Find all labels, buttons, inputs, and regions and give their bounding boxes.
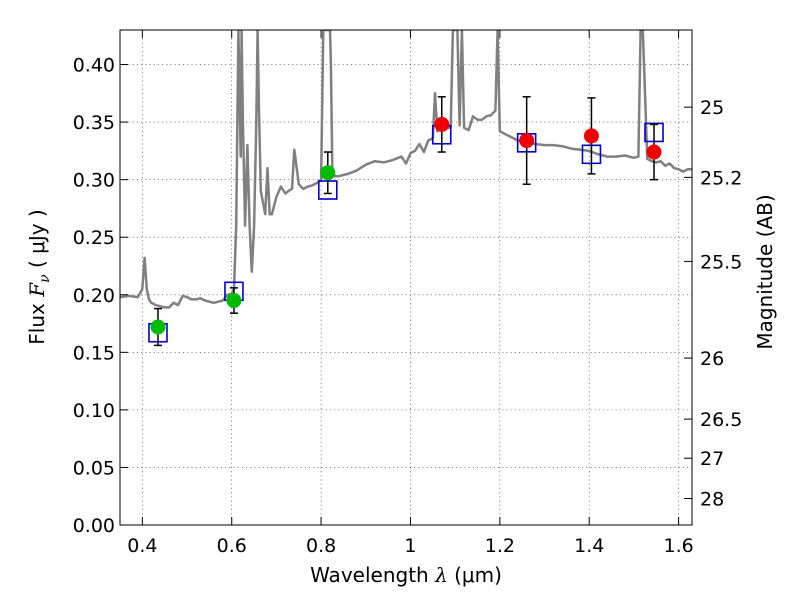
x-tick-label: 1.6 xyxy=(663,535,693,557)
y-tick-label: 0.35 xyxy=(73,112,115,134)
y2-tick-label: 28 xyxy=(700,489,724,511)
observed-point xyxy=(583,128,599,144)
y-tick-label: 0.10 xyxy=(73,400,115,422)
x-axis-label: Wavelength λ (μm) xyxy=(310,563,502,587)
y-tick-label: 0.05 xyxy=(73,457,115,479)
y-tick-label: 0.25 xyxy=(73,227,115,249)
y2-tick-label: 27 xyxy=(700,448,724,470)
marker-layer xyxy=(148,96,664,347)
plot-frame xyxy=(119,29,693,526)
x-tick-label: 0.4 xyxy=(127,535,157,557)
x-tick-label: 1.4 xyxy=(574,535,604,557)
y-tick-label: 0.20 xyxy=(73,285,115,307)
x-tick-label: 0.6 xyxy=(217,535,247,557)
y-tick-label: 0.00 xyxy=(73,515,115,537)
observed-point xyxy=(320,165,336,181)
y2-tick-label: 25.2 xyxy=(700,167,742,189)
plot-area-background xyxy=(120,30,692,525)
observed-point xyxy=(226,293,242,309)
y2-tick-label: 26.5 xyxy=(700,409,742,431)
y2-tick-label: 26 xyxy=(700,348,724,370)
observed-point xyxy=(646,144,662,160)
y-tick-label: 0.30 xyxy=(73,170,115,192)
observed-point xyxy=(434,116,450,132)
x-tick-label: 0.8 xyxy=(306,535,336,557)
y2-axis-label: Magnitude (AB) xyxy=(753,194,777,349)
y2-tick-label: 25 xyxy=(700,97,724,119)
x-tick-label: 1 xyxy=(404,535,416,557)
observed-point xyxy=(150,319,166,335)
spectrum-line xyxy=(120,30,692,309)
x-tick-label: 1.2 xyxy=(485,535,515,557)
y2-tick-label: 25.5 xyxy=(700,251,742,273)
spectrum-layer xyxy=(120,30,692,309)
y-axis-label: Flux Fν ( μJy ) xyxy=(25,209,53,344)
y-tick-label: 0.40 xyxy=(73,55,115,77)
tick-layer: 0.4 0.6 0.8 1 1.2 1.4 1.6 0.00 0.05 0.10 0.15 0.20 0… xyxy=(73,30,742,557)
y-tick-label: 0.15 xyxy=(73,342,115,364)
observed-point xyxy=(519,133,535,149)
